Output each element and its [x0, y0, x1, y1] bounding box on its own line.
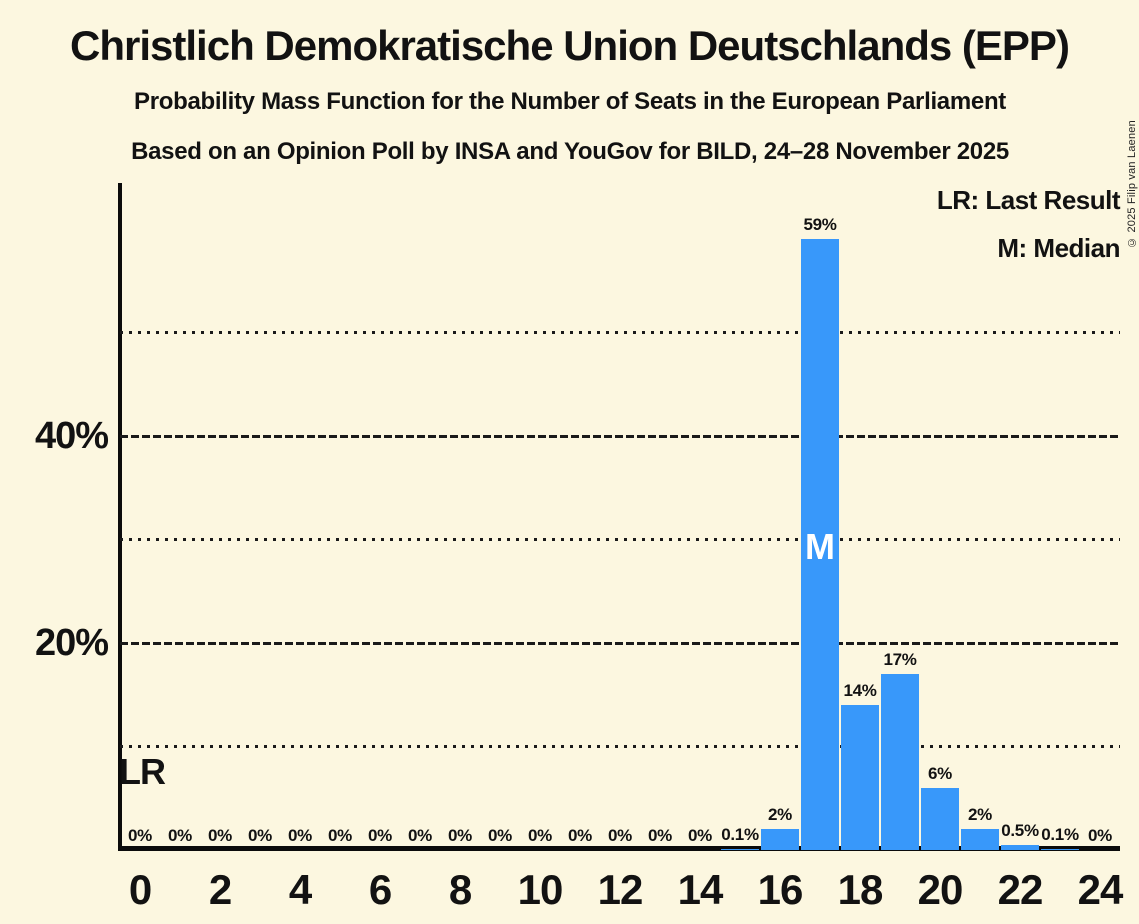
gridline-30pct: [120, 538, 1120, 541]
gridline-40pct: [120, 434, 1120, 438]
x-tick-label-22: 22: [997, 866, 1044, 913]
bar-seat-21: [961, 829, 999, 850]
bar-label-seat-8: 0%: [448, 826, 472, 845]
chart-title: Christlich Demokratische Union Deutschla…: [70, 22, 1070, 69]
bar-seat-22: [1001, 845, 1039, 850]
bar-label-seat-6: 0%: [368, 826, 392, 845]
x-tick-label-20: 20: [917, 866, 964, 913]
bar-label-seat-12: 0%: [608, 826, 632, 845]
bar-seat-18: [841, 705, 879, 850]
bar-label-seat-5: 0%: [328, 826, 352, 845]
bar-seat-16: [761, 829, 799, 850]
bar-label-seat-15: 0.1%: [721, 825, 759, 844]
bar-label-seat-13: 0%: [648, 826, 672, 845]
x-tick-label-0: 0: [128, 866, 152, 913]
last-result-label: LR: [119, 751, 166, 792]
x-tick-label-2: 2: [208, 866, 232, 913]
x-tick-label-24: 24: [1077, 866, 1124, 913]
bar-label-seat-10: 0%: [528, 826, 552, 845]
bar-label-seat-21: 2%: [968, 805, 992, 824]
y-tick-label-20: 20%: [34, 622, 109, 664]
y-axis-line: [118, 183, 122, 851]
bar-label-seat-4: 0%: [288, 826, 312, 845]
bar-label-seat-23: 0.1%: [1041, 825, 1079, 844]
x-tick-label-18: 18: [837, 866, 884, 913]
x-tick-label-6: 6: [368, 866, 392, 913]
bar-label-seat-20: 6%: [928, 764, 952, 783]
bar-label-seat-19: 17%: [883, 650, 917, 669]
chart-subtitle-poll: Based on an Opinion Poll by INSA and You…: [131, 138, 1009, 165]
x-tick-label-8: 8: [448, 866, 472, 913]
bar-label-seat-16: 2%: [768, 805, 792, 824]
bar-seat-17: [801, 239, 839, 850]
bar-label-seat-11: 0%: [568, 826, 592, 845]
bar-label-seat-22: 0.5%: [1001, 821, 1039, 840]
bar-label-seat-0: 0%: [128, 826, 152, 845]
bar-label-seat-17: 59%: [803, 215, 837, 234]
bar-seat-19: [881, 674, 919, 850]
bar-label-seat-2: 0%: [208, 826, 232, 845]
bar-seat-15: [721, 849, 759, 850]
bar-label-seat-1: 0%: [168, 826, 192, 845]
bar-label-seat-18: 14%: [843, 681, 877, 700]
median-label: M: [805, 526, 835, 567]
bar-label-seat-3: 0%: [248, 826, 272, 845]
legend-last-result: LR: Last Result: [936, 185, 1121, 215]
bar-label-seat-24: 0%: [1088, 826, 1112, 845]
legend-median: M: Median: [997, 233, 1120, 263]
gridline-20pct: [120, 641, 1120, 645]
bar-seat-20: [921, 788, 959, 850]
gridline-10pct: [120, 745, 1120, 748]
x-tick-label-10: 10: [517, 866, 564, 913]
x-tick-label-12: 12: [597, 866, 644, 913]
chart-subtitle-pmf: Probability Mass Function for the Number…: [133, 88, 1006, 115]
gridline-50pct: [120, 331, 1120, 334]
bar-label-seat-14: 0%: [688, 826, 712, 845]
x-axis-line: [118, 846, 1120, 851]
x-tick-label-4: 4: [288, 866, 312, 913]
y-tick-label-40: 40%: [34, 415, 109, 457]
x-tick-label-16: 16: [757, 866, 804, 913]
bar-seat-23: [1041, 849, 1079, 850]
bar-label-seat-7: 0%: [408, 826, 432, 845]
x-tick-label-14: 14: [677, 866, 724, 913]
bar-label-seat-9: 0%: [488, 826, 512, 845]
